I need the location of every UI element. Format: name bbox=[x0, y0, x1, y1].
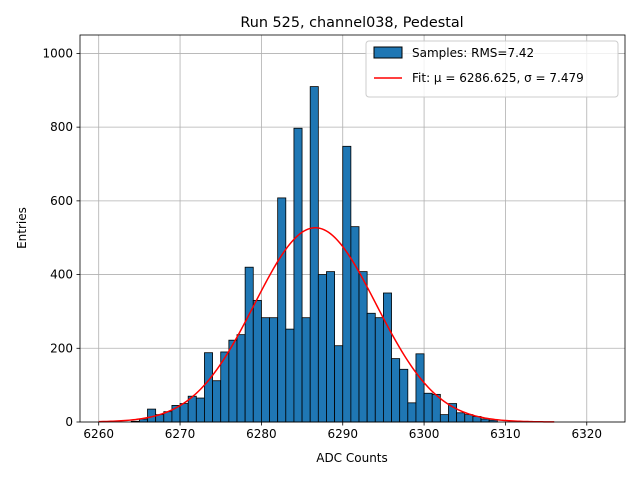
x-tick-label-0: 6260 bbox=[83, 427, 114, 441]
histogram-bar-20 bbox=[293, 127, 303, 423]
y-tick-label-0: 0 bbox=[65, 415, 73, 429]
histogram-bar-32 bbox=[391, 358, 401, 423]
x-tick-label-5: 6310 bbox=[490, 427, 521, 441]
histogram-bar-22 bbox=[309, 86, 319, 423]
histogram-bar-36 bbox=[423, 392, 433, 423]
histogram-bar-33 bbox=[399, 368, 409, 423]
legend-label-fit: Fit: μ = 6286.625, σ = 7.479 bbox=[412, 71, 584, 85]
fit-curve bbox=[98, 227, 555, 423]
histogram-bar-26 bbox=[342, 145, 352, 423]
histogram-bar-10 bbox=[212, 380, 222, 423]
histogram-bar-21 bbox=[301, 317, 311, 423]
histogram-bar-17 bbox=[269, 317, 279, 423]
y-axis-ticks: 0 200 400 600 800 1000 bbox=[42, 46, 80, 429]
x-tick-label-4: 6300 bbox=[409, 427, 440, 441]
legend-label-samples: Samples: RMS=7.42 bbox=[412, 46, 534, 60]
histogram-bar-15 bbox=[252, 299, 262, 423]
x-tick-label-1: 6270 bbox=[165, 427, 196, 441]
histogram-bars bbox=[130, 86, 498, 423]
legend: Samples: RMS=7.42 Fit: μ = 6286.625, σ =… bbox=[365, 40, 619, 98]
histogram-bar-8 bbox=[195, 397, 205, 423]
fit-curve-group bbox=[98, 227, 555, 423]
histogram-bar-6 bbox=[179, 403, 189, 423]
histogram-bar-31 bbox=[383, 292, 392, 423]
y-axis-label: Entries bbox=[15, 207, 29, 249]
legend-swatch-samples bbox=[373, 46, 403, 59]
y-tick-label-5: 1000 bbox=[42, 46, 73, 60]
histogram-bar-38 bbox=[439, 414, 449, 423]
histogram-bar-27 bbox=[350, 226, 360, 423]
x-tick-label-6: 6320 bbox=[571, 427, 602, 441]
histogram-bar-43 bbox=[480, 418, 490, 423]
histogram-bar-18 bbox=[277, 197, 287, 423]
x-axis-ticks: 6260 6270 6280 6290 6300 6310 6320 bbox=[83, 422, 602, 441]
histogram-bar-16 bbox=[260, 317, 270, 423]
x-tick-label-3: 6290 bbox=[327, 427, 358, 441]
histogram-bar-9 bbox=[204, 352, 213, 423]
histogram-bar-30 bbox=[374, 317, 384, 423]
histogram-bar-41 bbox=[464, 414, 474, 423]
legend-frame bbox=[365, 40, 619, 98]
histogram-bar-34 bbox=[407, 402, 417, 423]
y-tick-label-3: 600 bbox=[50, 194, 73, 208]
histogram-bar-14 bbox=[244, 266, 254, 423]
histogram-bar-29 bbox=[366, 312, 376, 423]
histogram-bar-13 bbox=[236, 334, 246, 423]
histogram-bar-35 bbox=[415, 353, 425, 423]
histogram-bar-23 bbox=[317, 274, 327, 423]
y-tick-label-1: 200 bbox=[50, 341, 73, 355]
histogram-bar-28 bbox=[358, 271, 368, 423]
x-axis-label: ADC Counts bbox=[316, 451, 388, 465]
y-tick-label-2: 400 bbox=[50, 268, 73, 282]
histogram-bar-12 bbox=[228, 339, 238, 423]
histogram-bar-40 bbox=[456, 412, 466, 423]
histogram-bar-19 bbox=[285, 328, 295, 423]
chart-title: Run 525, channel038, Pedestal bbox=[240, 15, 463, 31]
histogram-bar-37 bbox=[431, 393, 441, 423]
y-tick-label-4: 800 bbox=[50, 120, 73, 134]
histogram-bar-25 bbox=[334, 345, 344, 423]
histogram-bar-24 bbox=[326, 271, 336, 423]
x-tick-label-2: 6280 bbox=[246, 427, 277, 441]
plot-area-frame bbox=[79, 34, 626, 423]
